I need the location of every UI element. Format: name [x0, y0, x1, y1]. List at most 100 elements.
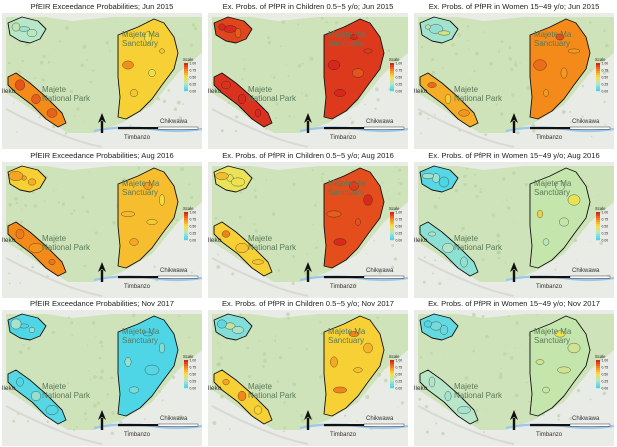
terrain-speckle: [80, 102, 83, 105]
terrain-speckle: [398, 168, 402, 172]
terrain-speckle: [514, 347, 516, 349]
legend-tick-label: 1.00: [396, 358, 403, 362]
scale-bar: [363, 423, 405, 427]
terrain-speckle: [80, 63, 85, 68]
legend-color-swatch: [596, 216, 600, 219]
terrain-speckle: [67, 316, 71, 319]
hotspot-patch: [457, 406, 471, 414]
terrain-speckle: [484, 334, 489, 339]
terrain-speckle: [76, 426, 78, 428]
terrain-speckle: [303, 270, 308, 275]
terrain-speckle: [496, 233, 501, 238]
terrain-speckle: [8, 272, 11, 275]
terrain-speckle: [557, 414, 561, 418]
terrain-speckle: [350, 120, 355, 125]
park-label: Majete: [454, 85, 479, 94]
terrain-speckle: [217, 253, 219, 256]
road-line: [5, 257, 103, 297]
legend-color-swatch: [390, 364, 394, 367]
terrain-speckle: [242, 67, 246, 71]
terrain-speckle: [8, 203, 12, 207]
terrain-speckle: [65, 26, 69, 30]
town-label: Chikwawa: [572, 416, 600, 422]
panel-title: PfEIR Exceedance Probabilities; Nov 2017: [30, 299, 174, 308]
scale-bar: [324, 127, 364, 130]
terrain-speckle: [265, 127, 268, 131]
terrain-speckle: [271, 212, 276, 216]
terrain-speckle: [319, 321, 321, 324]
terrain-speckle: [57, 201, 60, 204]
terrain-speckle: [377, 372, 382, 377]
legend-color-swatch: [596, 224, 600, 227]
hotspot-patch: [148, 69, 156, 77]
terrain-speckle: [390, 265, 395, 269]
terrain-speckle: [91, 321, 96, 325]
terrain-speckle: [364, 103, 366, 106]
north-arrow-icon: [98, 262, 106, 272]
legend-color-swatch: [184, 83, 188, 86]
legend-color-swatch: [390, 89, 394, 92]
legend-color-swatch: [596, 89, 600, 92]
terrain-speckle: [34, 77, 37, 80]
legend-color-swatch: [596, 226, 600, 229]
map-canvas[interactable]: Majete Ma Sanctuary Majete National Park lle…: [414, 162, 614, 298]
terrain-speckle: [11, 369, 13, 371]
terrain-speckle: [52, 124, 56, 129]
map-canvas[interactable]: Majete Ma Sanctuary Majete National Park lle…: [208, 13, 408, 149]
terrain-speckle: [397, 192, 401, 196]
town-label: Chikwawa: [366, 416, 394, 422]
town-label: lleko: [208, 385, 222, 392]
terrain-speckle: [263, 359, 267, 363]
terrain-speckle: [301, 91, 303, 94]
terrain-speckle: [321, 357, 323, 359]
reserve-label: Sanctuary: [122, 336, 158, 345]
hotspot-patch: [159, 342, 165, 354]
map-canvas[interactable]: Majete Ma Sanctuary Majete National Park lle…: [2, 310, 202, 446]
terrain-speckle: [40, 414, 42, 416]
legend-tick-label: 0.50: [602, 372, 609, 376]
terrain-speckle: [454, 189, 458, 193]
hotspot-patch: [334, 89, 346, 97]
map-canvas[interactable]: Majete Ma Sanctuary Majete National Park lle…: [2, 162, 202, 298]
terrain-speckle: [82, 45, 87, 49]
terrain-speckle: [182, 103, 185, 105]
terrain-speckle: [265, 386, 267, 389]
panel-title: Ex. Probs. of PfPR in Children 0.5−5 y/o…: [222, 2, 394, 11]
legend-color-swatch: [184, 384, 188, 387]
town-label: Timbanzo: [124, 284, 151, 290]
reserve-label: Sanctuary: [328, 336, 364, 345]
terrain-speckle: [573, 238, 578, 243]
terrain-speckle: [252, 177, 255, 180]
map-canvas[interactable]: Majete Ma Sanctuary Majete National Park lle…: [208, 310, 408, 446]
terrain-speckle: [191, 379, 194, 381]
terrain-speckle: [268, 387, 271, 391]
terrain-speckle: [274, 335, 277, 337]
legend-color-swatch: [596, 67, 600, 70]
legend-tick-label: 1.00: [396, 61, 403, 65]
terrain-speckle: [38, 116, 41, 119]
map-canvas[interactable]: Majete Ma Sanctuary Majete National Park lle…: [414, 310, 614, 446]
terrain-speckle: [53, 190, 55, 192]
map-canvas[interactable]: Majete Ma Sanctuary Majete National Park lle…: [208, 162, 408, 298]
terrain-speckle: [321, 176, 324, 179]
terrain-speckle: [242, 58, 245, 61]
terrain-speckle: [99, 340, 103, 345]
terrain-speckle: [281, 20, 285, 24]
terrain-speckle: [188, 83, 191, 86]
terrain-speckle: [514, 393, 519, 398]
terrain-speckle: [292, 382, 296, 387]
legend-color-swatch: [390, 63, 394, 66]
map-canvas[interactable]: Majete Ma Sanctuary Majete National Park lle…: [2, 13, 202, 149]
map-canvas[interactable]: Majete Ma Sanctuary Majete National Park lle…: [414, 13, 614, 149]
legend-color-swatch: [184, 222, 188, 225]
hotspot-patch: [567, 194, 581, 206]
legend-color-swatch: [390, 360, 394, 363]
terrain-speckle: [246, 346, 250, 350]
terrain-speckle: [438, 197, 441, 200]
terrain-speckle: [288, 347, 291, 349]
legend-color-swatch: [184, 362, 188, 365]
legend-color-swatch: [390, 77, 394, 80]
terrain-speckle: [292, 182, 296, 186]
legend-tick-label: 0.75: [602, 365, 609, 369]
hotspot-patch: [130, 89, 138, 97]
